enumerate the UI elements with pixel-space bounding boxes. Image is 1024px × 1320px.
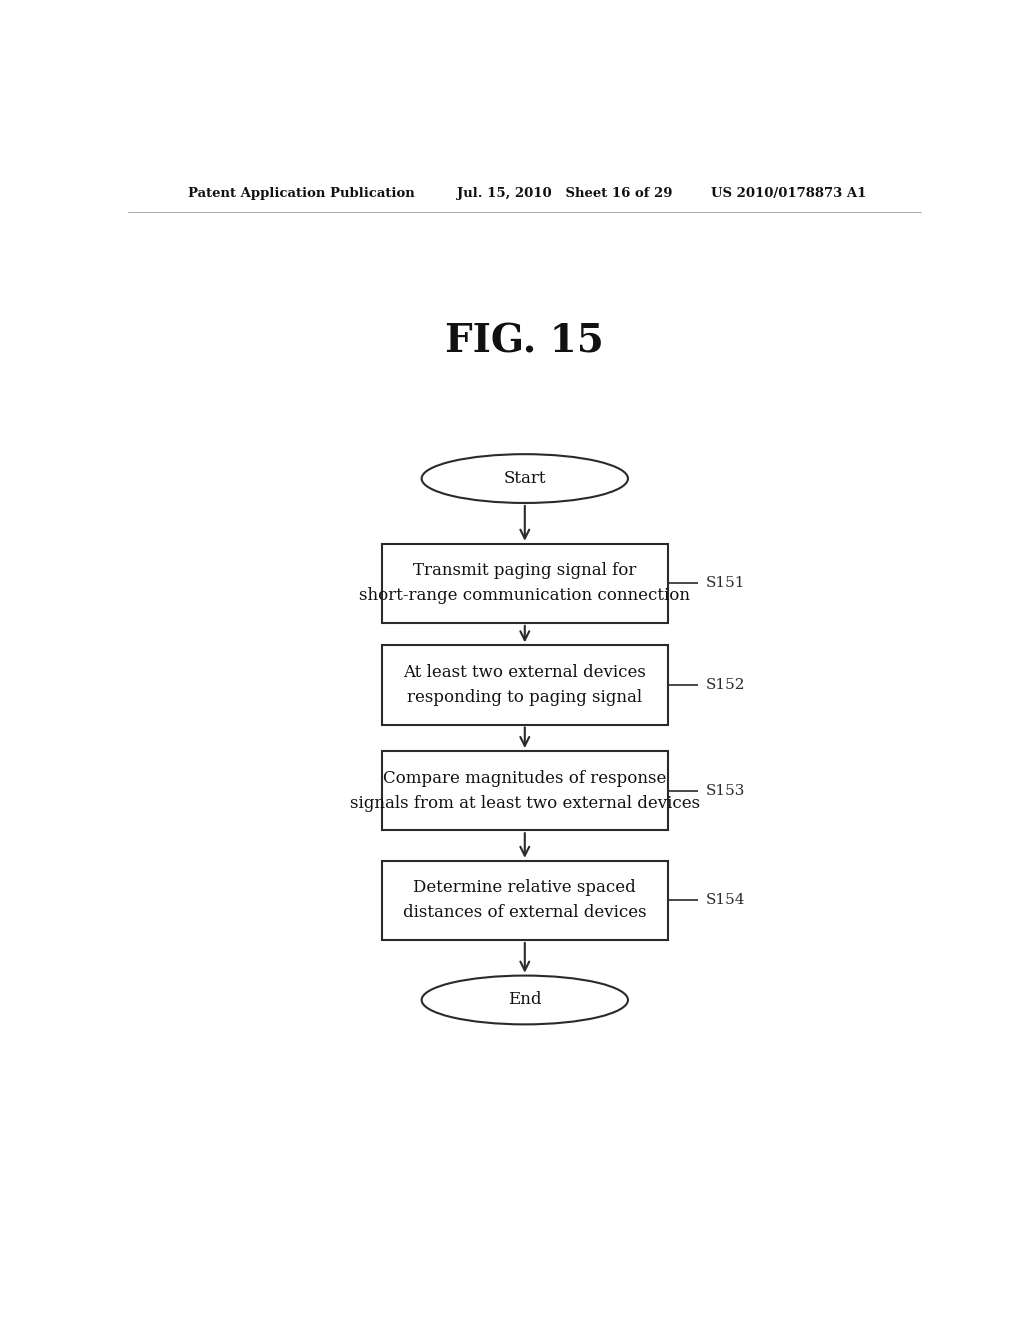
Text: Compare magnitudes of response
signals from at least two external devices: Compare magnitudes of response signals f… (350, 770, 699, 812)
Text: S153: S153 (706, 784, 745, 797)
Text: Patent Application Publication: Patent Application Publication (187, 187, 415, 201)
Text: FIG. 15: FIG. 15 (445, 322, 604, 360)
Text: At least two external devices
responding to paging signal: At least two external devices responding… (403, 664, 646, 706)
Text: End: End (508, 991, 542, 1008)
Text: S151: S151 (706, 577, 745, 590)
Text: US 2010/0178873 A1: US 2010/0178873 A1 (712, 187, 866, 201)
Text: Start: Start (504, 470, 546, 487)
Text: S154: S154 (706, 894, 745, 907)
Text: Jul. 15, 2010   Sheet 16 of 29: Jul. 15, 2010 Sheet 16 of 29 (458, 187, 673, 201)
Text: Transmit paging signal for
short-range communication connection: Transmit paging signal for short-range c… (359, 562, 690, 605)
Text: S152: S152 (706, 678, 745, 692)
Text: Determine relative spaced
distances of external devices: Determine relative spaced distances of e… (403, 879, 646, 921)
